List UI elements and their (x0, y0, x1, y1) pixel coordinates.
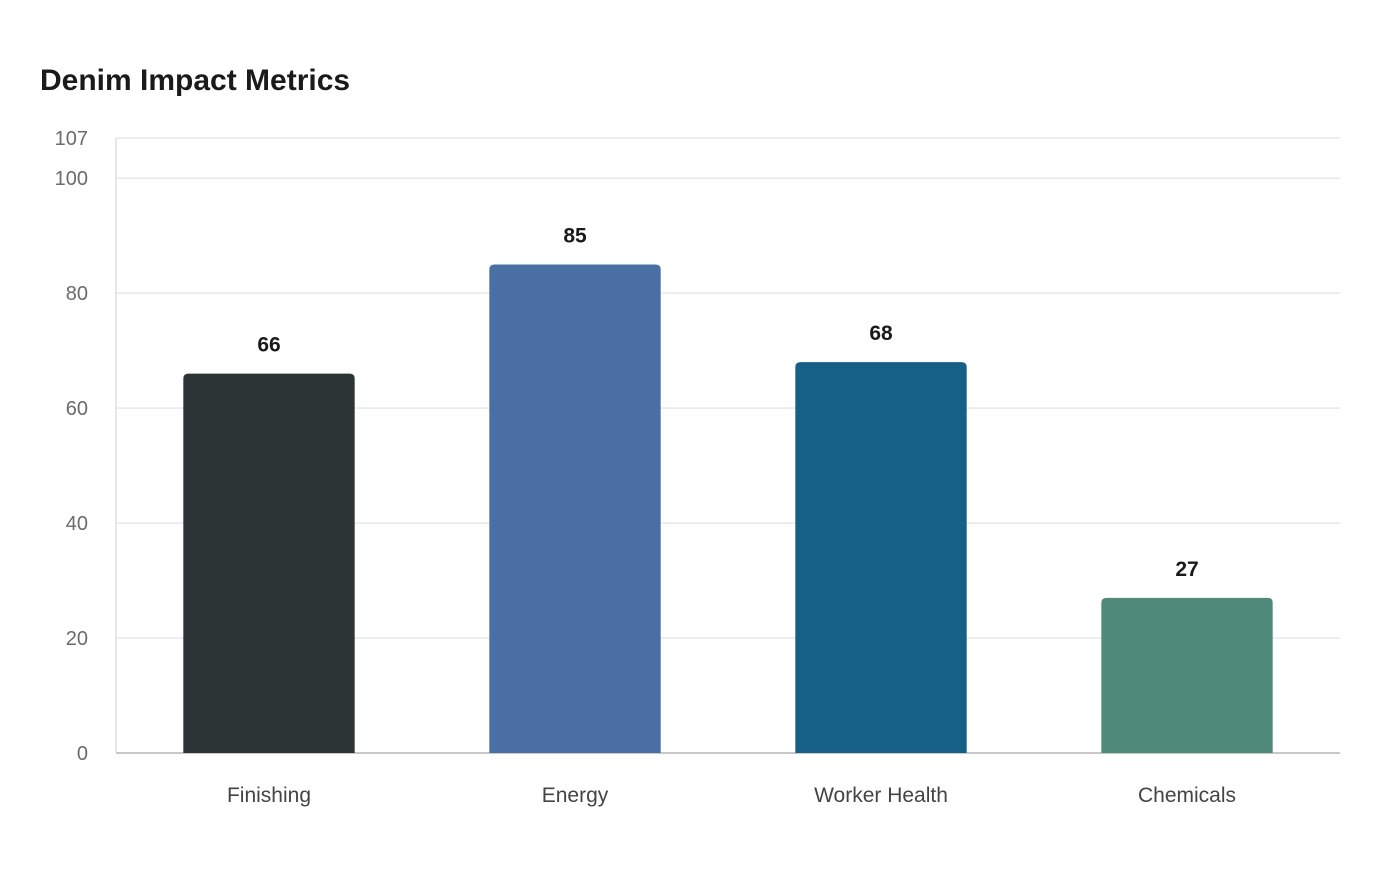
y-tick-label: 0 (77, 743, 88, 765)
y-axis-ticks: 0 20 40 60 80 100 107 (55, 128, 88, 765)
chart-title: Denim Impact Metrics (40, 64, 350, 97)
x-axis-ticks: Finishing Energy Worker Health Chemicals (227, 784, 1236, 807)
y-tick-label: 80 (66, 283, 88, 305)
x-tick-label: Chemicals (1138, 784, 1236, 807)
y-tick-label: 107 (55, 128, 88, 150)
y-tick-label: 100 (55, 168, 88, 190)
bar-value-label: 68 (869, 322, 893, 345)
y-tick-label: 60 (66, 398, 88, 420)
x-tick-label: Finishing (227, 784, 311, 807)
y-tick-label: 20 (66, 628, 88, 650)
bar-energy[interactable] (489, 264, 661, 753)
bar-value-label: 27 (1175, 558, 1198, 581)
bar-finishing[interactable] (183, 373, 355, 753)
x-tick-label: Worker Health (814, 784, 948, 807)
bar-value-label: 85 (563, 224, 587, 247)
y-tick-label: 40 (66, 513, 88, 535)
x-tick-label: Energy (542, 784, 609, 807)
bar-worker-health[interactable] (795, 362, 967, 753)
bar-chemicals[interactable] (1101, 597, 1273, 753)
bar-value-label: 66 (257, 334, 280, 357)
bars (183, 264, 1273, 753)
value-labels: 66 85 68 27 (257, 224, 1198, 580)
